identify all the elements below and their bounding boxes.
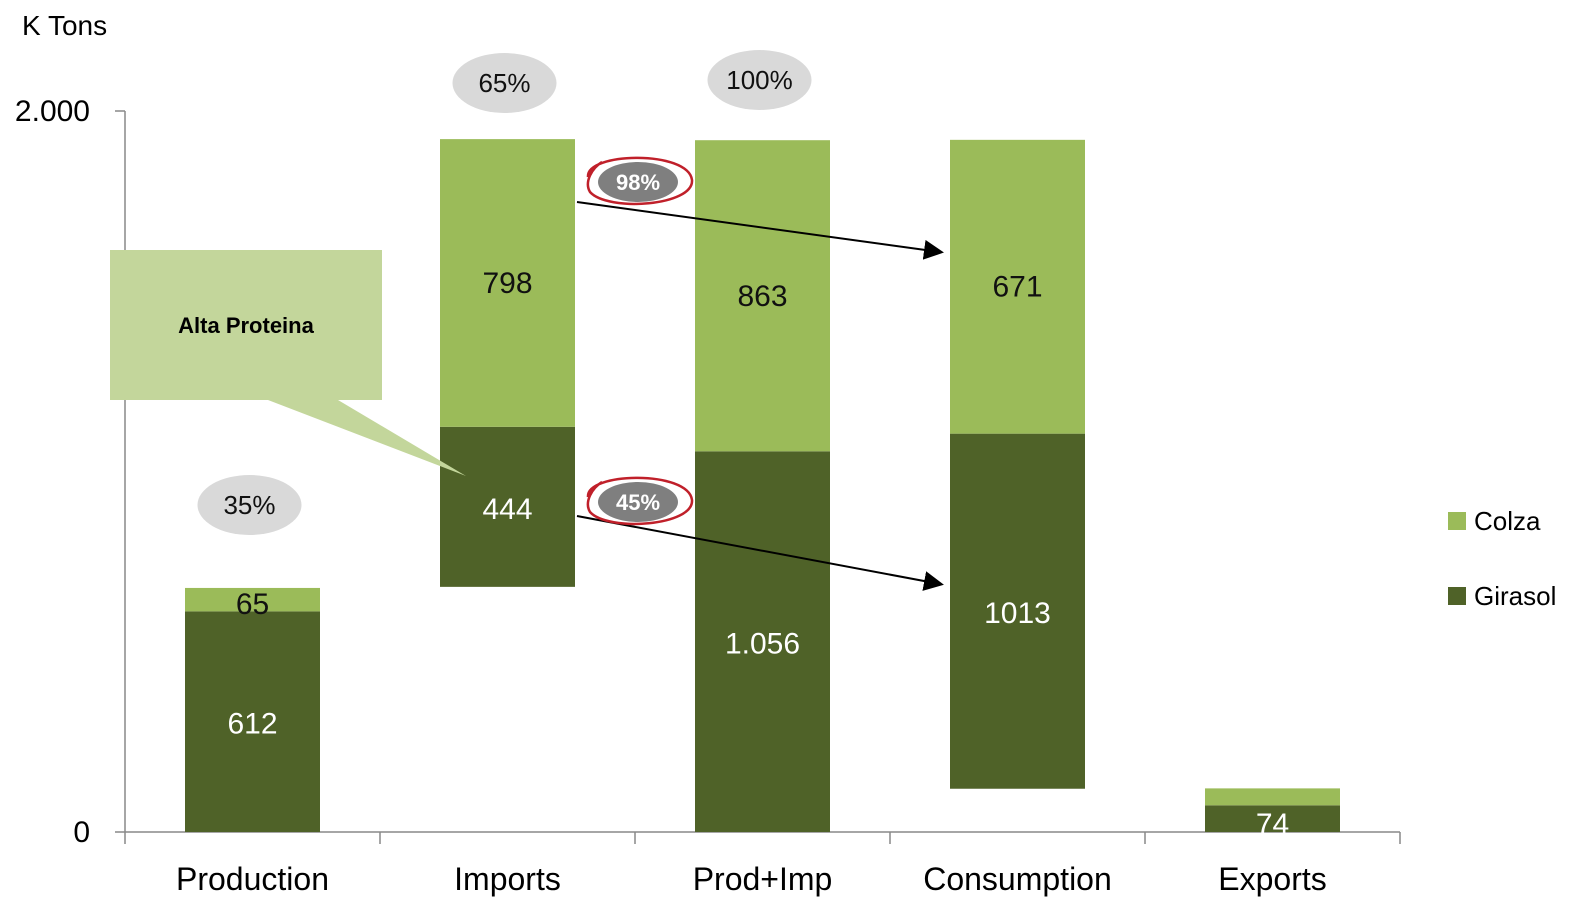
x-category-label: Exports <box>1218 861 1326 897</box>
y-tick-label: 2.000 <box>15 95 90 128</box>
legend-label: Girasol <box>1474 581 1556 611</box>
bar-girasol <box>1205 805 1340 832</box>
bar-colza <box>1205 788 1340 806</box>
bar-colza <box>950 139 1085 434</box>
flow-arrow <box>576 201 944 260</box>
callout-label: Alta Proteina <box>178 313 314 338</box>
growth-badge: 98% <box>586 156 694 206</box>
data-label-girasol: 612 <box>227 708 277 741</box>
share-bubble-shape <box>452 53 557 113</box>
share-bubble-label: 65% <box>478 68 530 98</box>
legend-label: Colza <box>1474 506 1541 536</box>
bars-group: 612 65 444 798 1.056 863 1013 671 74 <box>185 139 1340 841</box>
share-bubble-label: 35% <box>223 490 275 520</box>
x-category-label: Imports <box>454 861 561 897</box>
axes: 0 2.000 Production Imports Prod+Imp Consumpti… <box>15 95 1401 897</box>
share-bubble-shape <box>707 50 812 110</box>
data-label-girasol: 444 <box>482 493 532 526</box>
share-bubble: 35% <box>197 475 302 535</box>
bar-girasol <box>440 426 575 587</box>
growth-badge-circle-mark <box>586 156 694 206</box>
bar-girasol <box>950 433 1085 789</box>
data-label-girasol: 74 <box>1256 808 1289 841</box>
growth-badge-label: 98% <box>616 170 660 195</box>
share-bubble: 100% <box>707 50 812 110</box>
legend-item: Colza <box>1448 506 1541 536</box>
data-label-colza: 65 <box>236 588 269 621</box>
x-category-label: Consumption <box>923 861 1112 897</box>
bar-colza <box>185 587 320 612</box>
data-label-colza: 671 <box>992 271 1042 304</box>
legend-swatch <box>1448 587 1466 605</box>
legend-swatch <box>1448 512 1466 530</box>
share-bubble-label: 100% <box>726 65 793 95</box>
callout-shape <box>110 250 466 476</box>
data-label-girasol: 1013 <box>984 597 1051 630</box>
growth-badge-shape <box>598 162 678 202</box>
legend: Colza Girasol <box>1448 506 1556 611</box>
growth-badge-circle-mark <box>586 476 694 526</box>
bar-colza <box>695 140 830 452</box>
data-label-colza: 863 <box>737 280 787 313</box>
growth-badge: 45% <box>586 476 694 526</box>
x-category-label: Production <box>176 861 329 897</box>
y-tick-label: 0 <box>73 816 90 849</box>
callout: Alta Proteina <box>110 250 466 476</box>
flow-arrow <box>576 515 944 591</box>
data-label-girasol: 1.056 <box>725 628 800 661</box>
bar-colza <box>440 139 575 427</box>
legend-item: Girasol <box>1448 581 1556 611</box>
share-bubble: 65% <box>452 53 557 113</box>
y-axis-unit-label: K Tons <box>22 10 107 41</box>
data-label-colza: 798 <box>482 267 532 300</box>
growth-badge-shape <box>598 482 678 522</box>
x-category-label: Prod+Imp <box>693 861 833 897</box>
share-bubble-shape <box>197 475 302 535</box>
bar-girasol <box>185 611 320 832</box>
growth-badge-label: 45% <box>616 490 660 515</box>
annotations-group: 35% 65% 100% 98% 45% Alta Proteina <box>110 50 944 591</box>
bar-girasol <box>695 451 830 832</box>
